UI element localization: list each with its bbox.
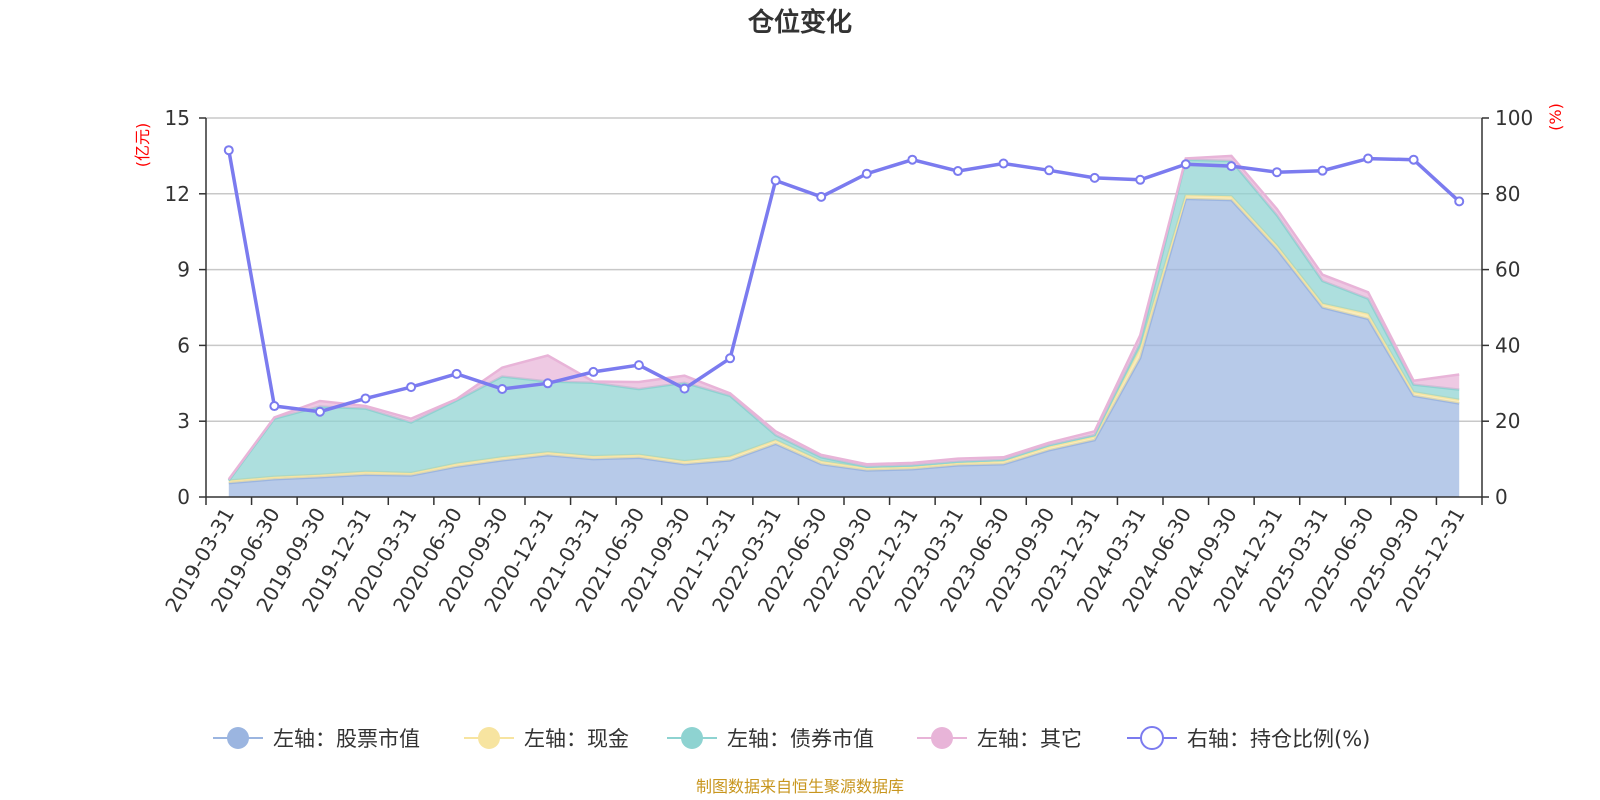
ratio-point xyxy=(1226,161,1237,172)
ratio-point xyxy=(451,368,462,379)
ratio-point xyxy=(1363,153,1374,164)
right-tick-label: 20 xyxy=(1495,409,1520,433)
area-左轴：债券市值 xyxy=(228,159,1460,481)
legend-marker xyxy=(227,727,249,749)
ratio-line-path xyxy=(227,149,1461,414)
legend: 左轴：股票市值 左轴：现金 左轴：债券市值 左轴：其它 右轴：持仓比例(%) xyxy=(213,726,1370,751)
left-tick-label: 6 xyxy=(177,333,190,357)
ratio-point xyxy=(1454,196,1465,207)
left-tick-label: 12 xyxy=(165,182,190,206)
ratio-point xyxy=(223,145,234,156)
right-axis-ticks: 0 20 40 60 80 100 xyxy=(1482,106,1533,509)
legend-label: 左轴：债券市值 xyxy=(727,727,874,751)
ratio-point xyxy=(497,383,508,394)
ratio-point xyxy=(269,401,280,412)
stacked-areas xyxy=(227,154,1460,497)
left-tick-label: 0 xyxy=(177,485,190,509)
ratio-point xyxy=(998,158,1009,169)
left-tick-label: 3 xyxy=(177,409,190,433)
ratio-line xyxy=(223,145,1465,417)
ratio-point xyxy=(679,383,690,394)
ratio-point xyxy=(861,168,872,179)
ratio-point xyxy=(1180,159,1191,170)
legend-marker xyxy=(1140,726,1164,750)
ratio-point xyxy=(952,166,963,177)
chart-title: 仓位变化 xyxy=(747,7,852,38)
legend-marker xyxy=(681,727,703,749)
ratio-point xyxy=(770,175,781,186)
legend-label: 左轴：股票市值 xyxy=(273,727,420,751)
legend-marker xyxy=(931,727,953,749)
x-axis-ticks: 2019-03-312019-06-302019-09-302019-12-31… xyxy=(160,497,1483,616)
right-tick-label: 0 xyxy=(1495,485,1508,509)
ratio-point xyxy=(1044,165,1055,176)
right-tick-label: 40 xyxy=(1495,333,1520,357)
left-axis-ticks: 0 3 6 9 12 15 xyxy=(165,106,206,509)
legend-label: 左轴：其它 xyxy=(977,727,1082,751)
ratio-point xyxy=(725,353,736,364)
left-tick-label: 15 xyxy=(165,106,190,130)
right-tick-label: 60 xyxy=(1495,258,1520,282)
ratio-point xyxy=(588,366,599,377)
ratio-point xyxy=(1271,167,1282,178)
ratio-point xyxy=(1089,172,1100,183)
left-tick-label: 9 xyxy=(177,258,190,282)
ratio-point xyxy=(1317,165,1328,176)
ratio-point xyxy=(406,382,417,393)
right-axis-unit: (%) xyxy=(1546,103,1565,131)
left-axis-unit: (亿元) xyxy=(133,123,152,168)
area-左轴：股票市值 xyxy=(228,198,1460,497)
legend-label: 右轴：持仓比例(%) xyxy=(1187,727,1370,751)
ratio-point xyxy=(314,406,325,417)
right-tick-label: 80 xyxy=(1495,182,1520,206)
area-edge-左轴：其它 xyxy=(227,154,1460,481)
ratio-point xyxy=(1408,154,1419,165)
ratio-point xyxy=(907,154,918,165)
ratio-point xyxy=(1135,174,1146,185)
right-tick-label: 100 xyxy=(1495,106,1533,130)
legend-marker xyxy=(478,727,500,749)
legend-label: 左轴：现金 xyxy=(524,727,629,751)
source-note: 制图数据来自恒生聚源数据库 xyxy=(696,777,904,796)
ratio-point xyxy=(360,393,371,404)
ratio-point xyxy=(542,378,553,389)
ratio-point xyxy=(816,191,827,202)
ratio-point xyxy=(633,360,644,371)
